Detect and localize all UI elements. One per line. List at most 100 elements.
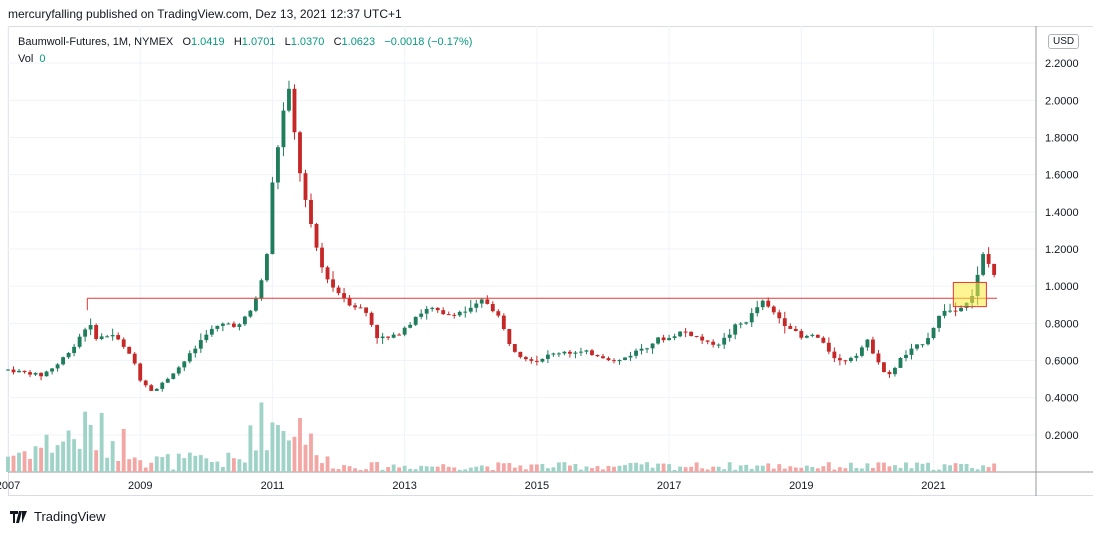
candle-body [931, 327, 936, 339]
candle-body [347, 297, 352, 306]
volume-bar [733, 469, 738, 472]
volume-bar [672, 469, 677, 472]
volume-bar [474, 466, 479, 472]
volume-bar [601, 469, 605, 472]
candle-body [77, 336, 82, 347]
candle-body [220, 323, 225, 326]
volume-bar [584, 466, 589, 472]
candle-body [694, 335, 699, 337]
candle-body [39, 372, 43, 377]
x-tick-label: 2015 [525, 480, 549, 492]
volume-bar [276, 424, 280, 472]
volume-bar [446, 466, 451, 472]
candle-body [909, 348, 914, 355]
candle-body [711, 341, 716, 345]
candle-body [843, 360, 848, 362]
volume-bar [948, 465, 952, 472]
volume-bar [209, 462, 214, 472]
candle-body [435, 307, 440, 311]
volume-bar [634, 462, 638, 472]
candle-body [810, 334, 815, 336]
candle-body [187, 353, 192, 362]
volume-bar [573, 463, 578, 472]
volume-bar [766, 463, 771, 472]
candle-body [83, 329, 88, 337]
volume-bar [959, 463, 964, 472]
candle-body [579, 351, 583, 353]
legend-close: 1.0623 [341, 36, 376, 48]
publisher-line: mercuryfalling published on TradingView.… [8, 7, 402, 21]
volume-bar [369, 462, 374, 472]
legend-high-label: H [233, 36, 242, 48]
volume-bar [309, 433, 313, 472]
candle-body [882, 362, 886, 372]
candle-body [204, 334, 209, 341]
currency-button[interactable]: USD [1048, 34, 1080, 49]
candle-body [61, 357, 66, 365]
x-tick-label: 2021 [921, 480, 945, 492]
volume-bar [595, 466, 600, 472]
legend-symbol: Baumwoll-Futures, 1M, NYMEX [18, 36, 174, 48]
volume-bar [353, 468, 358, 472]
volume-bar [110, 441, 115, 472]
candle-body [50, 368, 55, 372]
candle-body [182, 361, 187, 368]
volume-bar [837, 467, 842, 472]
volume-value: 0 [39, 53, 46, 65]
candle-body [986, 254, 991, 264]
volume-bar [678, 466, 683, 472]
volume-bar [452, 467, 457, 472]
volume-bar [887, 466, 892, 472]
candle-body [468, 307, 473, 312]
candle-body [926, 338, 930, 345]
volume-bar [485, 466, 490, 472]
candle-body [529, 359, 534, 361]
candle-body [865, 339, 870, 348]
volume-bar [744, 464, 749, 472]
x-tick-label: 2013 [392, 480, 416, 492]
volume-bar [529, 464, 534, 472]
candle-body [479, 299, 484, 304]
candle-body [408, 324, 413, 328]
candle-body [606, 358, 611, 361]
candle-body [540, 358, 545, 362]
volume-bar [667, 464, 672, 472]
candle-body [314, 223, 319, 248]
volume-bar [468, 467, 473, 472]
volume-bar [507, 463, 512, 472]
volume-bar [342, 465, 346, 472]
candle-body [683, 331, 688, 333]
candle-body [198, 340, 203, 349]
volume-bar [292, 436, 297, 472]
candle-body [452, 314, 457, 316]
volume-bar [606, 465, 611, 472]
y-tick-label: 1.6000 [1045, 170, 1079, 182]
candle-body [815, 334, 820, 338]
volume-label: Vol [18, 53, 34, 65]
volume-bar [226, 452, 231, 472]
candle-body [474, 303, 479, 308]
legend-open: 1.0419 [191, 36, 225, 48]
volume-bar [187, 452, 192, 472]
volume-bar [66, 430, 71, 472]
volume-bar [402, 465, 407, 472]
volume-bar [143, 467, 148, 472]
candle-body [545, 354, 550, 359]
volume-bar [320, 463, 324, 472]
legend-change: −0.0018 (−0.17%) [384, 36, 473, 48]
volume-bar [981, 465, 986, 472]
volume-bar [28, 458, 32, 472]
candle-body [612, 360, 616, 362]
volume-bar [265, 450, 269, 472]
volume-bar [94, 450, 99, 472]
candle-body [556, 353, 561, 355]
candle-body [656, 337, 661, 344]
legend-low: 1.0370 [290, 36, 325, 48]
candle-body [132, 353, 137, 364]
volume-bar [220, 466, 225, 472]
candle-body [672, 336, 677, 339]
volume-bar [198, 455, 203, 472]
volume-bar [700, 468, 705, 472]
volume-bar [815, 468, 820, 472]
